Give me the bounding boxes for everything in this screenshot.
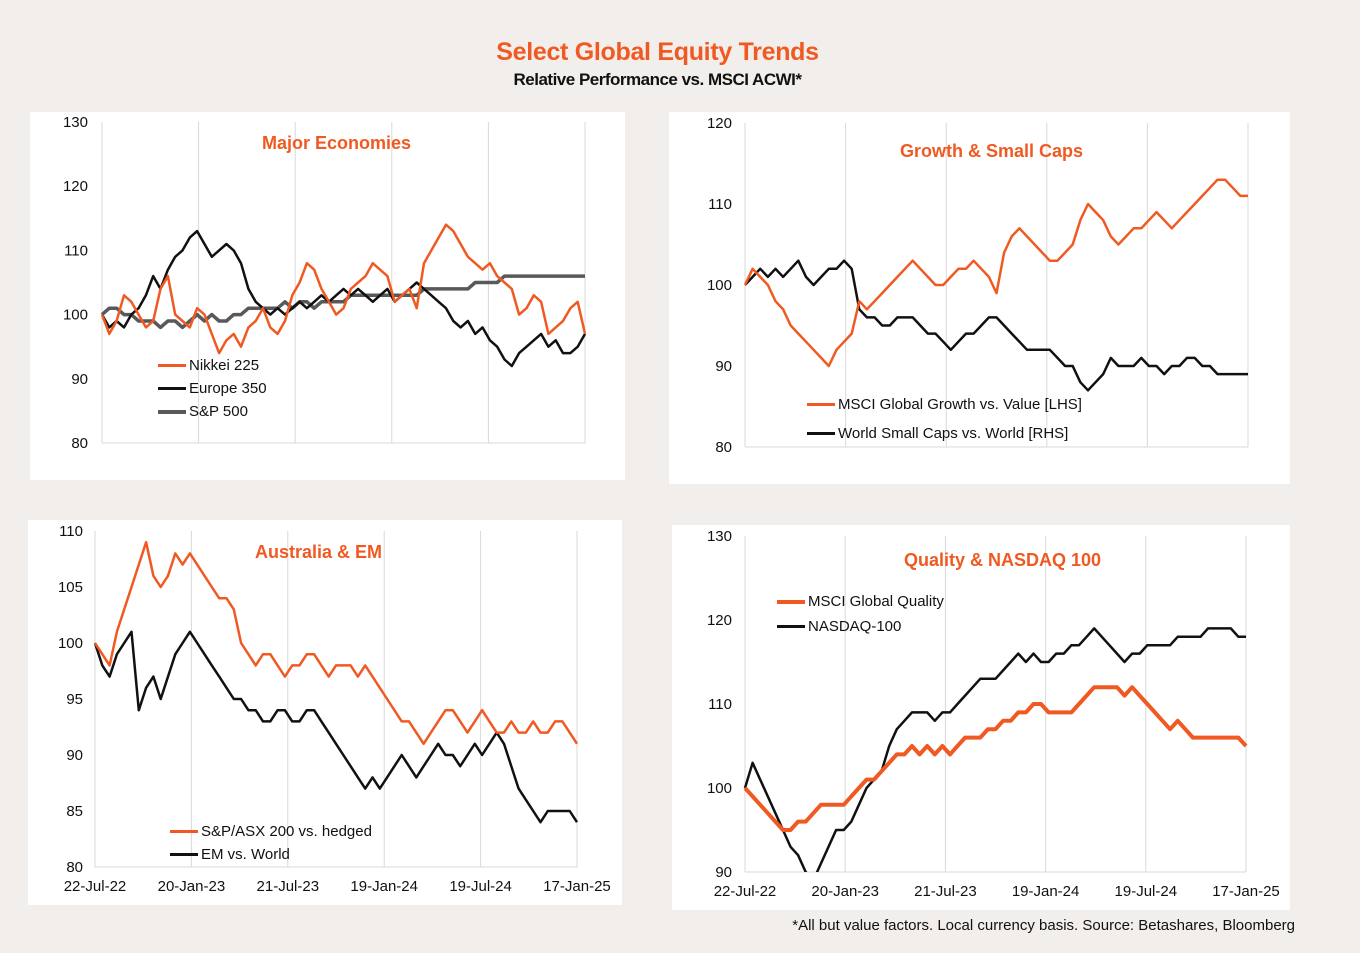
x-tick-label: 20-Jan-23 bbox=[811, 883, 879, 900]
x-tick-label: 19-Jan-24 bbox=[1012, 883, 1080, 900]
series-line bbox=[100, 223, 587, 355]
legend-item: S&P/ASX 200 vs. hedged bbox=[170, 820, 372, 843]
legend-label: Nikkei 225 bbox=[189, 357, 260, 374]
legend-swatch bbox=[807, 432, 835, 435]
y-tick-label: 130 bbox=[707, 528, 732, 545]
x-tick-label: 19-Jan-24 bbox=[350, 878, 418, 895]
x-tick-label: 20-Jan-23 bbox=[158, 878, 226, 895]
legend-label: Europe 350 bbox=[189, 380, 267, 397]
y-tick-label: 100 bbox=[63, 307, 88, 324]
panel-quality-nasdaq: 130 120 110 100 90 22-Jul-22 20-Jan-23 21-Jul-2… bbox=[672, 525, 1290, 910]
y-tick-label: 95 bbox=[66, 691, 83, 708]
y-tick-label: 120 bbox=[707, 612, 732, 629]
series-line bbox=[744, 259, 1248, 392]
legend: Nikkei 225 Europe 350 S&P 500 bbox=[158, 354, 267, 423]
y-tick-label: 110 bbox=[59, 523, 83, 540]
series-line bbox=[743, 685, 1248, 832]
legend-swatch bbox=[777, 599, 805, 604]
series-line bbox=[743, 178, 1248, 368]
panel-title: Australia & EM bbox=[255, 542, 383, 562]
x-tick-label: 19-Jul-24 bbox=[449, 878, 512, 895]
y-tick-label: 85 bbox=[66, 803, 83, 820]
chart-growth-small-caps: 120 110 100 90 80 bbox=[707, 115, 1249, 456]
chart-australia-em: 110 105 100 95 90 85 80 22-Jul-22 20-Jan-23 21-Ju… bbox=[58, 523, 611, 895]
series-line bbox=[100, 274, 585, 330]
y-tick-label: 90 bbox=[66, 747, 83, 764]
x-tick-label: 22-Jul-22 bbox=[64, 878, 127, 895]
x-tick-label: 21-Jul-23 bbox=[257, 878, 320, 895]
y-tick-label: 80 bbox=[66, 859, 83, 876]
legend-item: EM vs. World bbox=[170, 843, 372, 866]
chart-main-subtitle: Relative Performance vs. MSCI ACWI* bbox=[513, 70, 802, 89]
legend-item: NASDAQ-100 bbox=[777, 614, 944, 639]
y-tick-label: 80 bbox=[71, 435, 88, 452]
y-tick-label: 110 bbox=[708, 696, 732, 713]
y-tick-label: 100 bbox=[58, 635, 83, 652]
y-tick-label: 110 bbox=[64, 242, 88, 259]
y-tick-label: 90 bbox=[715, 358, 732, 375]
legend-label: S&P/ASX 200 vs. hedged bbox=[201, 823, 372, 840]
legend-item: World Small Caps vs. World [RHS] bbox=[807, 419, 1082, 448]
y-tick-label: 105 bbox=[58, 579, 83, 596]
legend-label: MSCI Global Quality bbox=[808, 593, 944, 610]
y-tick-label: 90 bbox=[71, 371, 88, 388]
x-tick-label: 19-Jul-24 bbox=[1115, 883, 1178, 900]
legend-swatch bbox=[170, 830, 198, 833]
panel-major-economies: 130 120 110 100 90 80 Major Economies Nikkei … bbox=[30, 112, 625, 480]
legend-swatch bbox=[807, 403, 835, 406]
legend-label: EM vs. World bbox=[201, 846, 290, 863]
y-tick-label: 90 bbox=[715, 864, 732, 881]
legend-item: MSCI Global Growth vs. Value [LHS] bbox=[807, 390, 1082, 419]
series-line bbox=[93, 540, 579, 746]
legend: S&P/ASX 200 vs. hedged EM vs. World bbox=[170, 820, 372, 866]
legend-swatch bbox=[158, 409, 186, 414]
y-tick-label: 100 bbox=[707, 780, 732, 797]
legend-label: NASDAQ-100 bbox=[808, 618, 902, 635]
legend-item: MSCI Global Quality bbox=[777, 589, 944, 614]
y-tick-label: 80 bbox=[715, 439, 732, 456]
legend: MSCI Global Growth vs. Value [LHS] World… bbox=[807, 390, 1082, 448]
legend-swatch bbox=[170, 853, 198, 856]
legend-label: S&P 500 bbox=[189, 403, 248, 420]
chart-quality-nasdaq: 130 120 110 100 90 22-Jul-22 20-Jan-23 21-Jul-2… bbox=[707, 528, 1280, 900]
legend-item: Europe 350 bbox=[158, 377, 267, 400]
x-tick-label: 22-Jul-22 bbox=[714, 883, 777, 900]
y-tick-label: 120 bbox=[707, 115, 732, 132]
x-tick-label: 17-Jan-25 bbox=[543, 878, 611, 895]
source-footnote: *All but value factors. Local currency b… bbox=[792, 917, 1295, 934]
panel-title: Growth & Small Caps bbox=[900, 141, 1084, 161]
legend-item: Nikkei 225 bbox=[158, 354, 267, 377]
series-line bbox=[93, 630, 579, 824]
x-tick-label: 17-Jan-25 bbox=[1212, 883, 1280, 900]
legend-label: World Small Caps vs. World [RHS] bbox=[838, 425, 1069, 442]
series-line bbox=[743, 627, 1246, 872]
panel-growth-small-caps: 120 110 100 90 80 Growth & Small Caps MSCI G… bbox=[669, 112, 1290, 484]
y-tick-label: 100 bbox=[707, 277, 732, 294]
x-tick-label: 21-Jul-23 bbox=[914, 883, 977, 900]
panel-australia-em: 110 105 100 95 90 85 80 22-Jul-22 20-Jan-23 21-Ju… bbox=[28, 520, 622, 905]
y-tick-label: 120 bbox=[63, 178, 88, 195]
y-tick-label: 130 bbox=[63, 114, 88, 131]
panel-title: Quality & NASDAQ 100 bbox=[904, 550, 1102, 570]
chart-main-title: Select Global Equity Trends bbox=[496, 38, 819, 66]
chart-major-economies: 130 120 110 100 90 80 bbox=[63, 114, 587, 452]
legend-swatch bbox=[158, 387, 186, 390]
series-line bbox=[100, 229, 587, 368]
legend-item: S&P 500 bbox=[158, 400, 267, 423]
legend: MSCI Global Quality NASDAQ-100 bbox=[777, 589, 944, 639]
legend-swatch bbox=[158, 364, 186, 367]
legend-label: MSCI Global Growth vs. Value [LHS] bbox=[838, 396, 1082, 413]
legend-swatch bbox=[777, 625, 805, 628]
panel-title: Major Economies bbox=[262, 133, 412, 153]
y-tick-label: 110 bbox=[708, 196, 732, 213]
